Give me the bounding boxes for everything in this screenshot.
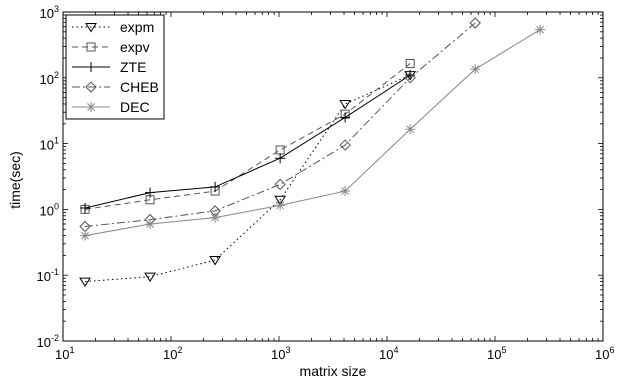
legend-label: CHEB [120,79,159,95]
y-tick-exponent: 2 [54,70,59,80]
x-tick-exponent: 6 [609,345,614,355]
legend-marker [85,81,97,93]
ticks [62,11,604,342]
x-tick-exponent: 3 [285,345,290,355]
x-tick-label: 101 [55,345,74,362]
y-axis-label: time(sec) [7,151,23,209]
data-point [80,203,91,214]
data-point [274,195,287,206]
x-tick-label: 104 [379,345,398,362]
data-point [79,277,91,288]
data-point [405,58,415,68]
plot-frame [62,11,604,342]
y-tick-exponent: -1 [51,267,59,277]
x-tick-label: 102 [163,345,182,362]
x-tick-label: 106 [595,345,614,362]
legend-label: expv [120,39,150,55]
x-tick-exponent: 5 [501,345,506,355]
data-point [209,256,221,266]
data-point [275,145,285,155]
y-tick-exponent: 1 [54,136,59,146]
legend-marker [85,23,97,33]
data-point [274,178,286,191]
legend-item: DEC [72,99,150,115]
series-line [84,74,411,283]
data-point [144,272,156,283]
legend-item: expm [72,19,154,35]
legend-label: expm [120,19,154,35]
y-tick-label: 10-1 [37,267,59,284]
data-point [210,212,221,223]
series-dec [80,24,546,241]
data-point [340,186,351,197]
x-tick-exponent: 4 [393,345,398,355]
y-tick-label: 102 [40,70,59,87]
data-point [405,124,416,135]
data-point [340,112,351,123]
y-tick-exponent: 0 [54,201,59,211]
x-tick-label: 103 [271,345,290,362]
series-layer [79,17,546,288]
data-point [145,187,156,198]
data-point [339,99,352,110]
series-line [84,74,411,209]
data-point [80,230,91,241]
legend-item: CHEB [72,79,159,95]
series-line [84,29,541,237]
x-tick-exponent: 1 [69,345,74,355]
data-point [339,139,351,151]
legend-item: ZTE [72,59,146,75]
y-tick-exponent: -2 [51,333,59,343]
series-zte [80,70,416,214]
data-point [535,24,546,35]
data-point [145,218,156,229]
legend-marker [86,42,96,52]
legend-item: expv [72,39,150,55]
series-expm [79,71,417,288]
data-point [470,64,481,75]
y-tick-label: 100 [40,201,59,218]
y-tick-exponent: 3 [54,4,59,14]
legend-marker [86,62,96,72]
legend: expm expv ZTE CHEB DEC [65,14,165,120]
legend-marker [86,102,96,112]
series-line [84,63,411,210]
data-point [469,17,481,29]
data-point [404,72,416,84]
y-tick-label: 103 [40,4,59,21]
x-tick-label: 105 [487,345,506,362]
legend-label: DEC [120,99,150,115]
data-point [275,153,286,164]
x-axis-label: matrix size [300,363,367,379]
y-tick-label: 101 [40,136,59,153]
data-point [275,200,286,211]
legend-label: ZTE [120,59,146,75]
data-point [210,181,221,192]
x-tick-exponent: 2 [177,345,182,355]
